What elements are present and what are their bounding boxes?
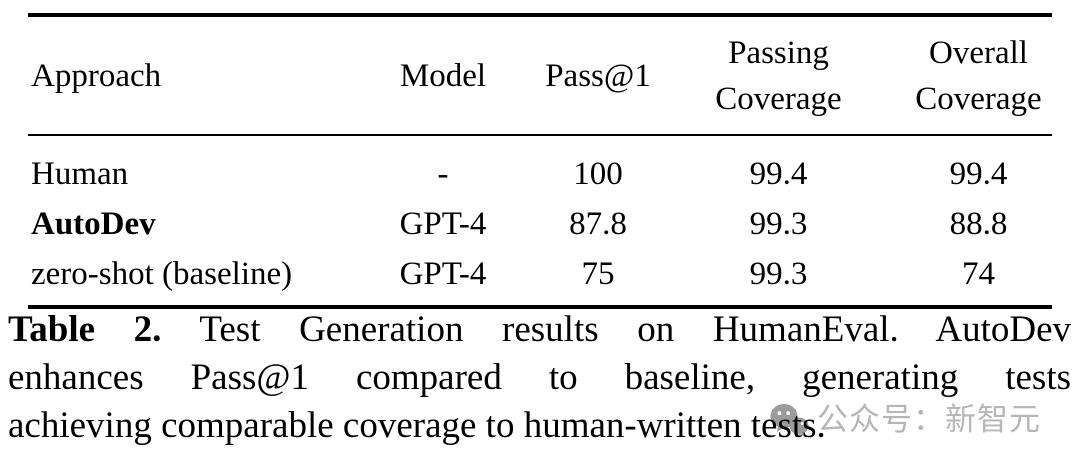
cell-passing-coverage: 99.3 [749,255,808,292]
table-row-autodev: AutoDev GPT-4 87.8 99.3 88.8 [28,199,1052,249]
cell-pass-at-1: 75 [581,255,615,292]
cell-approach: AutoDev [31,205,156,242]
caption-line-1-text: Test Generation results on HumanEval. Au… [199,309,1072,350]
cell-model: GPT-4 [399,255,487,292]
cell-model: GPT-4 [399,205,487,242]
results-table: Approach Model Pass@1 Passing Coverage O… [28,13,1052,309]
table-header: Approach Model Pass@1 Passing Coverage O… [28,15,1052,136]
watermark-text: 公众号：新智元 [817,402,1041,437]
caption-label: Table 2. [8,309,162,350]
cell-pass-at-1: 100 [573,155,623,192]
table-row-zero-shot: zero-shot (baseline) GPT-4 75 99.3 74 [28,249,1052,307]
cell-overall-coverage: 88.8 [949,205,1008,242]
table-row-human: Human - 100 99.4 99.4 [28,135,1052,199]
cell-model: - [437,155,449,192]
cell-passing-coverage: 99.3 [749,205,808,242]
wechat-icon [768,401,810,439]
col-header-approach: Approach [28,15,368,136]
caption-line-2: enhances Pass@1 compared to baseline, ge… [8,357,1071,398]
col-header-passing-coverage: Passing Coverage [678,15,879,136]
caption-line-1: Table 2. Test Generation results on Huma… [8,306,1071,354]
cell-overall-coverage: 74 [962,255,995,292]
col-header-overall-coverage: Overall Coverage [879,15,1052,136]
col-header-model: Model [368,15,518,136]
cell-overall-coverage: 99.4 [949,155,1008,192]
cell-approach: zero-shot (baseline) [31,255,293,292]
cell-pass-at-1: 87.8 [569,205,627,242]
watermark: 公众号：新智元 [768,400,1041,440]
col-header-pass-at-1: Pass@1 [518,15,678,136]
table-caption: Table 2. Test Generation results on Huma… [8,306,1071,450]
cell-approach: Human [31,155,129,192]
cell-passing-coverage: 99.4 [749,155,808,192]
caption-line-3: achieving comparable coverage to human-w… [8,405,826,446]
